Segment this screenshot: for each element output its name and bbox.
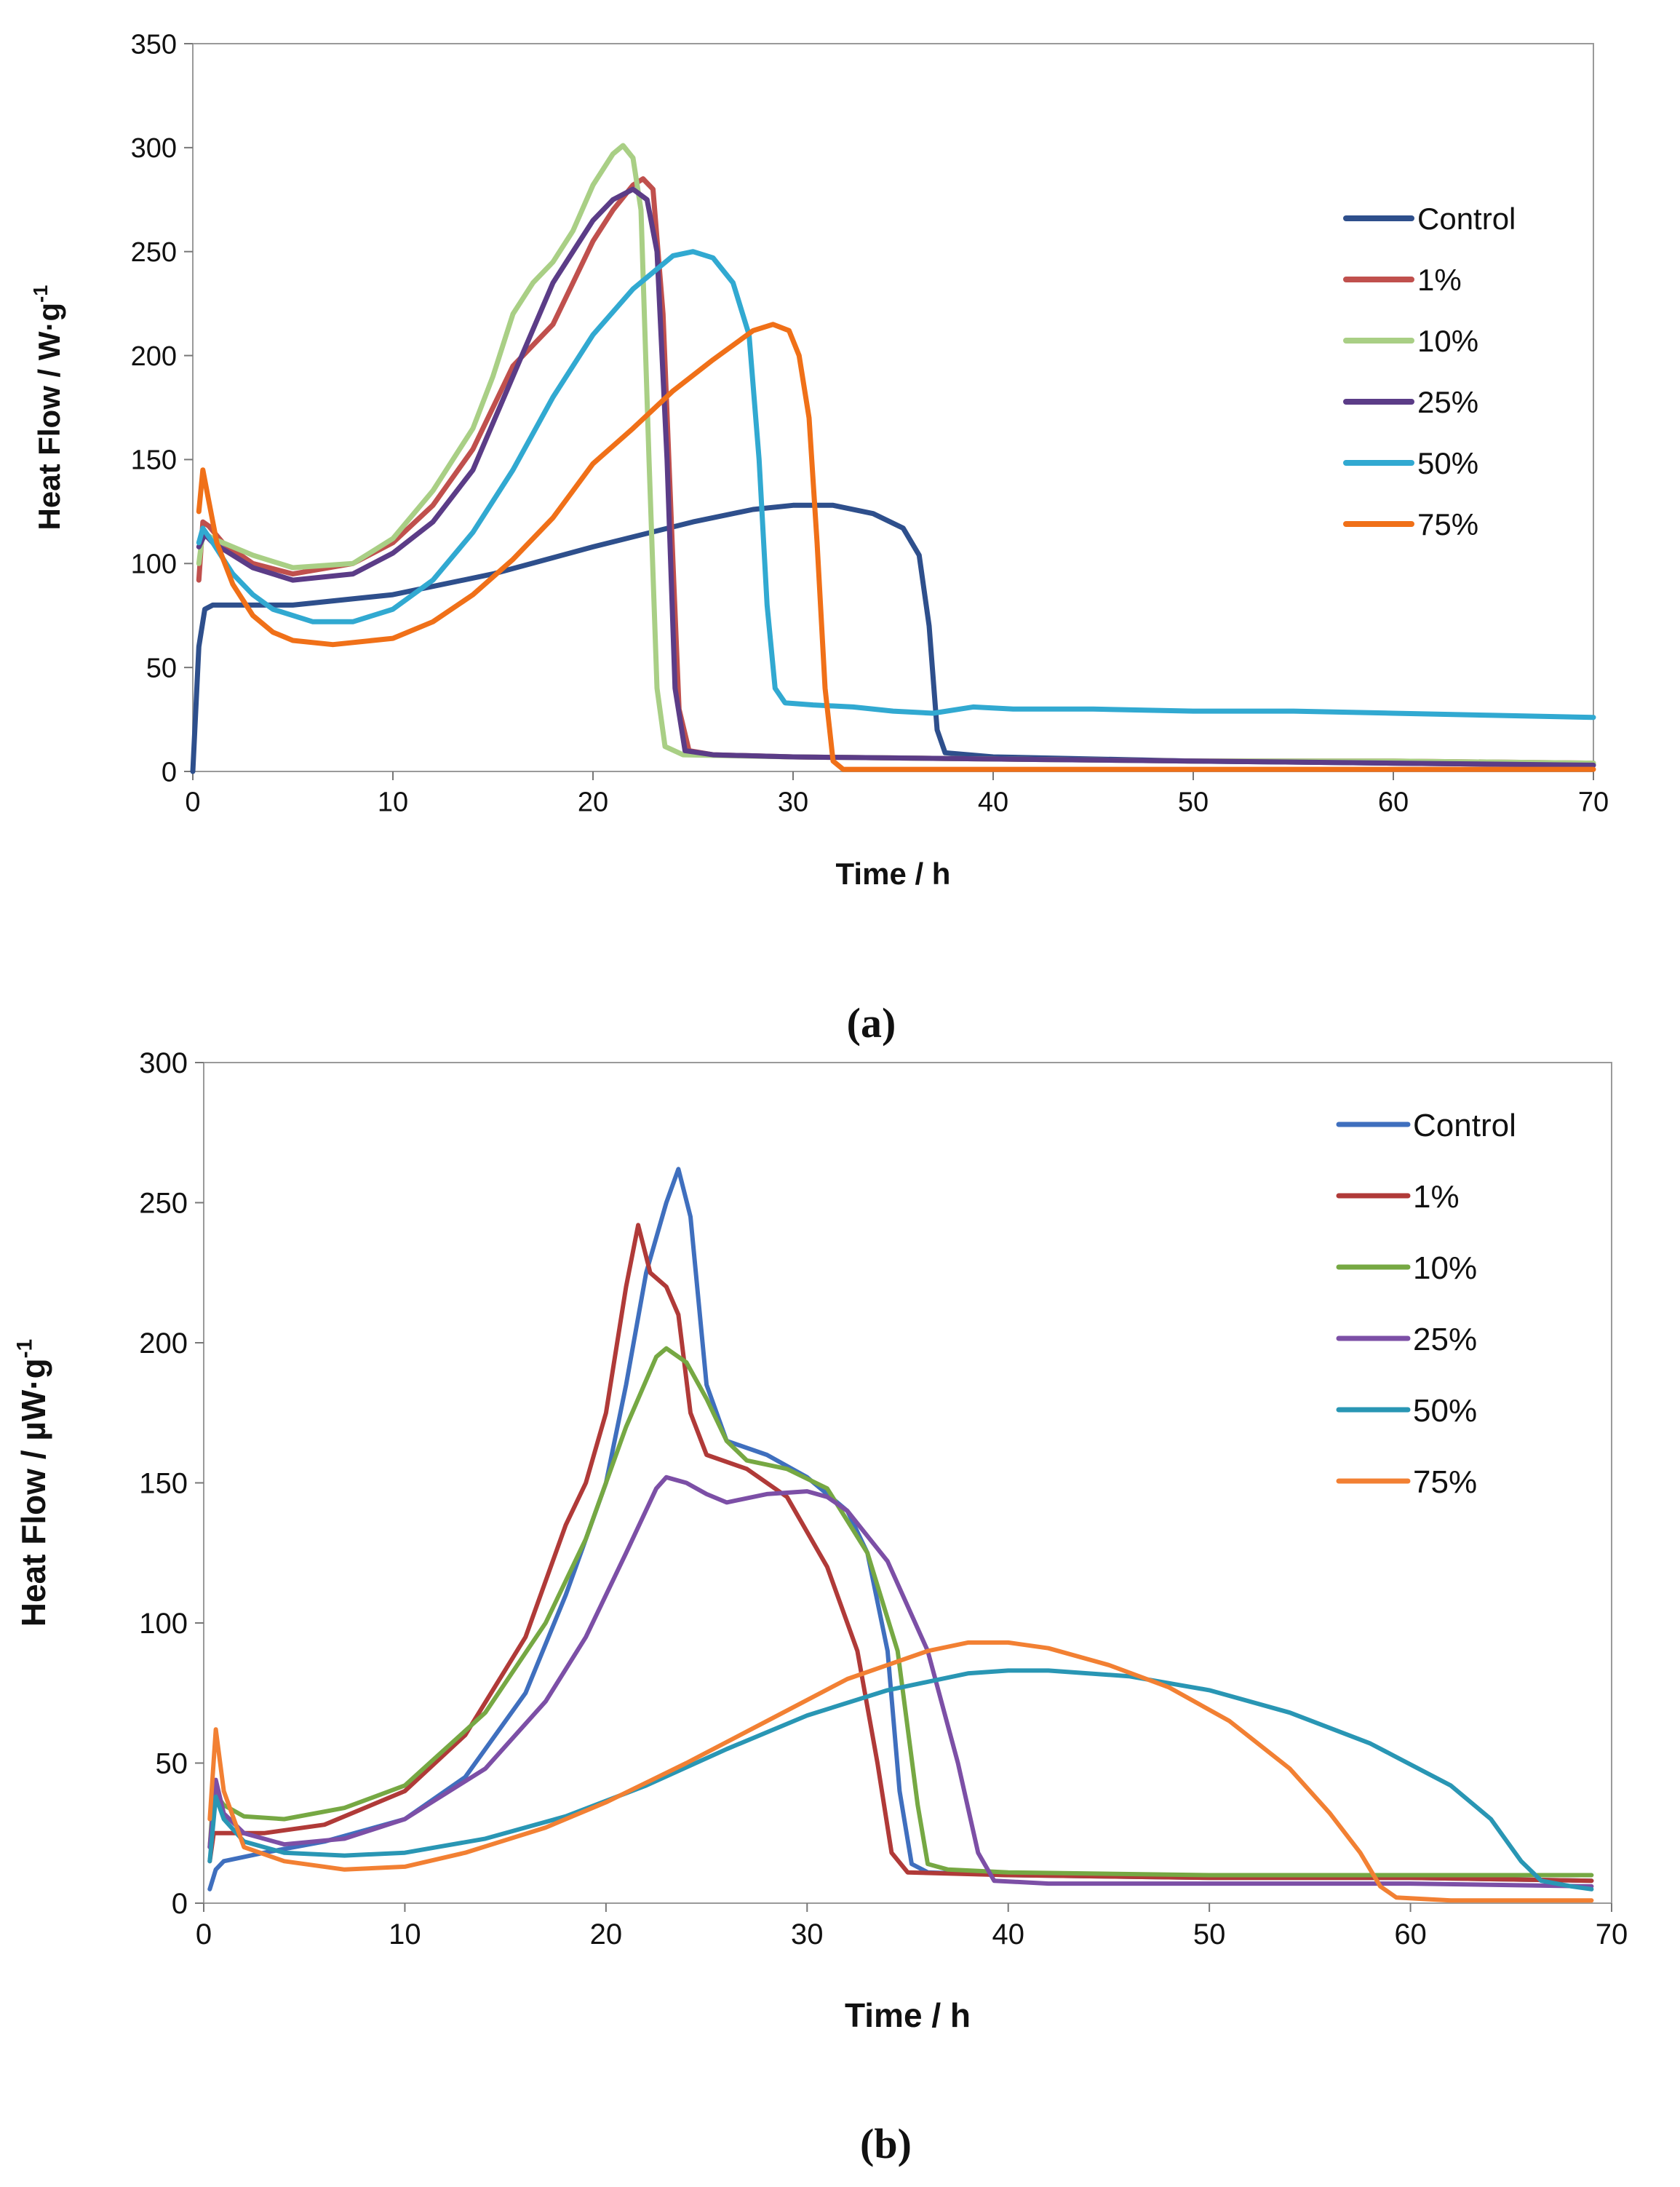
panel-a-x-tick-label: 40 (978, 787, 1008, 817)
panel-a-x-axis-title: Time / h (836, 857, 951, 891)
panel-a-y-tick-label: 250 (131, 237, 177, 268)
panel-b-x-tick-label: 30 (791, 1918, 824, 1950)
panel-a-series-line-75pct (196, 322, 1596, 772)
panel-b-series-line-10pct (207, 1346, 1594, 1878)
panel-a-series-line-1pct (196, 176, 1596, 766)
panel-a-x-tick-label: 60 (1378, 787, 1409, 817)
panel-b-y-tick-label: 250 (139, 1188, 188, 1220)
panel-a-series-line-10pct (196, 143, 1596, 766)
panel-a-y-axis-title-superscript: -1 (29, 285, 52, 303)
panel-b-x-tick-label: 40 (992, 1918, 1024, 1950)
panel-b-y-tick-label: 200 (139, 1327, 188, 1360)
panel-a-y-tick-label: 300 (131, 133, 177, 164)
panel-a-y-tick-label: 150 (131, 445, 177, 476)
panel-a-plot-frame (192, 43, 1594, 772)
panel-a-legend-label: 10% (1417, 324, 1478, 358)
panel-b-y-axis-title: Heat Flow / µW·g-1 (13, 1339, 52, 1627)
panel-b-y-tick-label: 300 (139, 1047, 188, 1079)
panel-b-legend-label: 75% (1413, 1464, 1477, 1500)
panel-a-legend-label: 75% (1417, 507, 1478, 541)
panel-a-series-line-50pct (196, 249, 1596, 721)
panel-b-legend-label: 1% (1413, 1179, 1460, 1215)
panel-a-x-tick-label: 20 (578, 787, 608, 817)
panel-b-y-axis-title-superscript: -1 (13, 1339, 37, 1359)
panel-b-legend-label: Control (1413, 1108, 1516, 1143)
panel-b-x-axis-title: Time / h (845, 1996, 971, 2034)
panel-b-x-tick-label: 50 (1193, 1918, 1226, 1950)
panel-a-y-tick-label: 0 (162, 757, 177, 787)
panel-a-legend-label: 25% (1417, 385, 1478, 419)
panel-b-y-tick-label: 0 (172, 1888, 188, 1920)
panel-a-legend-label: 1% (1417, 263, 1462, 297)
panel-b-series-line-50pct (207, 1668, 1594, 1892)
chart-panel-a: 0 50 100 150 200 250 300 350 0 10 20 30 40 50 60 70 Time… (29, 29, 1609, 1047)
panel-b-caption: (b) (860, 2120, 912, 2167)
chart-panel-b: 0 50 100 150 200 250 300 0 10 20 30 40 50 60 70 Time / … (13, 1047, 1628, 2167)
panel-a-legend-label: 50% (1417, 446, 1478, 480)
panel-b-legend-label: 25% (1413, 1322, 1477, 1357)
panel-a-x-tick-label: 30 (778, 787, 808, 817)
panel-a-legend-label: Control (1417, 202, 1516, 236)
panel-b-legend-label: 50% (1413, 1393, 1477, 1429)
panel-b-y-tick-label: 150 (139, 1468, 188, 1500)
panel-a-y-tick-label: 350 (131, 29, 177, 60)
panel-b-x-tick-label: 20 (590, 1918, 623, 1950)
panel-a-caption: (a) (847, 999, 896, 1047)
panel-a-series-line-25pct (196, 186, 1596, 768)
panel-b-x-tick-label: 60 (1394, 1918, 1427, 1950)
panel-b-series-line-25pct (207, 1474, 1594, 1889)
panel-a-y-tick-label: 50 (146, 653, 177, 683)
panel-a-x-tick-label: 70 (1578, 787, 1609, 817)
panel-a-y-tick-label: 100 (131, 549, 177, 580)
panel-a-series-line-control (190, 502, 1596, 774)
panel-b-x-tick-label: 70 (1596, 1918, 1628, 1950)
panel-b-y-tick-label: 100 (139, 1608, 188, 1640)
panel-a-y-tick-label: 200 (131, 341, 177, 372)
panel-b-x-tick-label: 10 (389, 1918, 421, 1950)
panel-b-legend-label: 10% (1413, 1250, 1477, 1286)
panel-a-x-tick-label: 0 (185, 787, 200, 817)
panel-b-x-tick-label: 0 (196, 1918, 212, 1950)
panel-a-y-axis-title: Heat Flow / W·g-1 (29, 285, 66, 531)
panel-b-series-line-1pct (207, 1223, 1594, 1884)
panel-b-series-line-75pct (207, 1640, 1594, 1903)
panel-b-y-tick-label: 50 (156, 1748, 188, 1780)
panel-a-x-tick-label: 10 (378, 787, 408, 817)
panel-a-x-tick-label: 50 (1178, 787, 1209, 817)
